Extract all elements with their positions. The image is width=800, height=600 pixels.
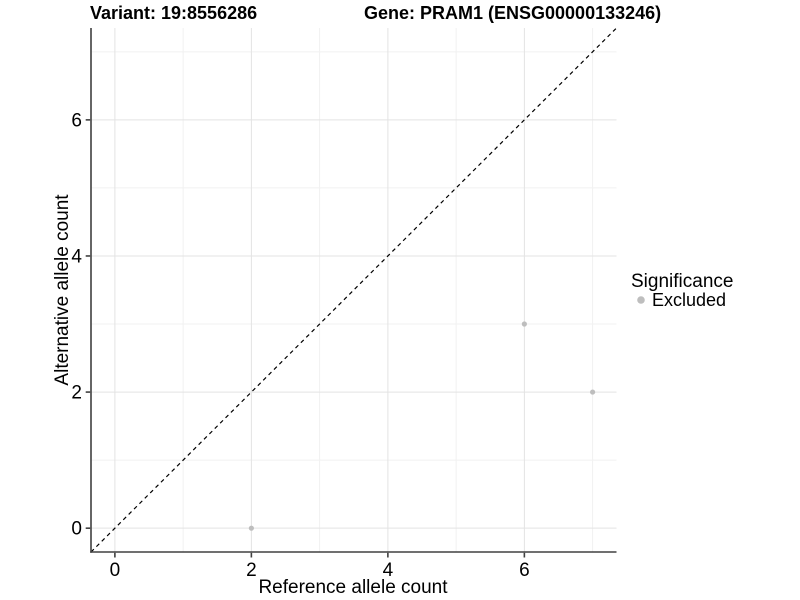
y-axis-title: Alternative allele count [52,194,73,386]
identity-line [90,27,617,553]
data-point-2-0 [248,525,254,531]
y-tick-label-6: 6 [71,110,82,131]
data-point-7-2 [590,389,596,395]
plot-title-variant: Variant: 19:8556286 [90,3,257,23]
legend-key-excluded-icon [637,296,645,304]
x-tick-label-2: 2 [246,560,257,581]
plot-title-gene: Gene: PRAM1 (ENSG00000133246) [364,3,661,23]
x-tick-label-0: 0 [110,560,121,581]
minor-gridlines [91,28,617,552]
y-tick-label-4: 4 [71,246,82,267]
legend: Significance Excluded [631,271,733,310]
y-tick-label-0: 0 [71,519,82,540]
x-tick-label-6: 6 [519,560,530,581]
y-tick-label-2: 2 [71,383,82,404]
data-points [248,321,596,531]
identity-line-group [90,27,617,553]
major-gridlines [91,28,617,552]
x-tick-label-4: 4 [383,560,394,581]
axis-ticks: 0 2 4 6 0 2 4 6 [71,110,529,581]
legend-title: Significance [631,271,733,292]
x-axis-title: Reference allele count [258,577,448,598]
data-point-6-3 [521,321,527,327]
legend-label-excluded: Excluded [652,290,726,310]
